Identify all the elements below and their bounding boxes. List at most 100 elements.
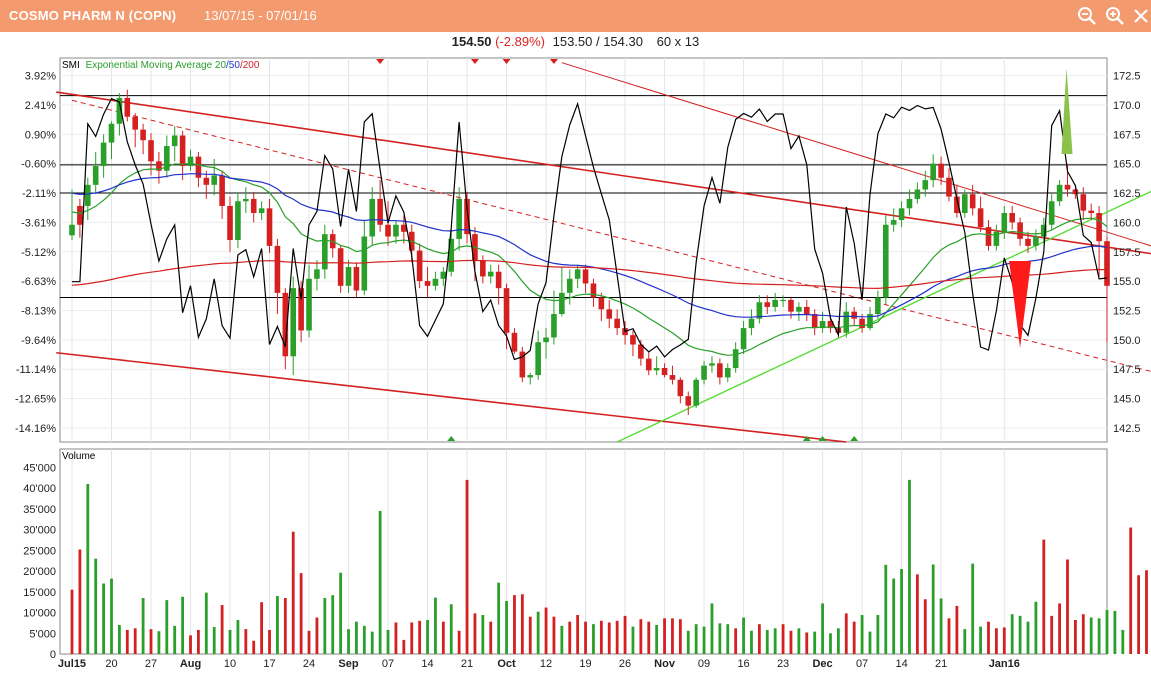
volume-bar[interactable] (726, 624, 730, 654)
volume-bar[interactable] (678, 619, 682, 654)
candle-body[interactable] (211, 175, 218, 185)
close-icon[interactable] (1131, 6, 1151, 26)
candle-body[interactable] (258, 208, 265, 214)
volume-bar[interactable] (876, 615, 880, 654)
candle-body[interactable] (345, 267, 352, 286)
candle-body[interactable] (559, 292, 565, 314)
candle-body[interactable] (393, 224, 399, 237)
ema50-line[interactable] (71, 173, 1108, 318)
candle-body[interactable] (630, 335, 636, 345)
volume-bar[interactable] (647, 621, 651, 654)
candle-body[interactable] (969, 194, 976, 209)
volume-bar[interactable] (513, 595, 516, 654)
candle-body[interactable] (495, 271, 502, 289)
volume-bar[interactable] (1066, 559, 1069, 654)
candle-body[interactable] (511, 332, 518, 352)
volume-bar[interactable] (110, 578, 113, 654)
volume-bar[interactable] (765, 629, 769, 654)
candle-body[interactable] (693, 379, 699, 406)
volume-bar[interactable] (852, 621, 856, 654)
ema20-line[interactable] (71, 162, 1108, 356)
candle-body[interactable] (440, 271, 447, 279)
volume-bar[interactable] (584, 621, 587, 654)
volume-bar[interactable] (931, 564, 935, 654)
candle-body[interactable] (1040, 224, 1047, 237)
candle-body[interactable] (961, 194, 968, 214)
volume-bar[interactable] (939, 598, 943, 654)
candle-body[interactable] (503, 288, 510, 333)
candle-body[interactable] (322, 234, 328, 270)
volume-bar[interactable] (204, 592, 208, 654)
candle-body[interactable] (456, 198, 462, 239)
trendline-upper[interactable] (56, 91, 1151, 256)
candle-body[interactable] (645, 358, 652, 371)
candle-body[interactable] (638, 344, 644, 359)
volume-bar[interactable] (576, 615, 580, 654)
candle-body[interactable] (1033, 236, 1039, 246)
candle-body[interactable] (590, 283, 597, 298)
buy-signal-icon[interactable] (850, 436, 859, 441)
candle-body[interactable] (535, 342, 541, 376)
volume-bar[interactable] (449, 604, 453, 654)
candle-body[interactable] (124, 97, 131, 117)
volume-bar[interactable] (102, 583, 106, 654)
volume-bar[interactable] (457, 630, 461, 654)
volume-bar[interactable] (283, 598, 287, 654)
volume-bar[interactable] (118, 624, 121, 654)
candle-body[interactable] (164, 146, 170, 171)
candle-body[interactable] (732, 349, 739, 369)
volume-bar[interactable] (481, 615, 485, 654)
volume-bar[interactable] (544, 607, 548, 654)
candle-body[interactable] (890, 220, 897, 225)
volume-bar[interactable] (125, 629, 129, 654)
candle-body[interactable] (1088, 210, 1094, 214)
candle-body[interactable] (77, 205, 83, 225)
candle-body[interactable] (353, 267, 360, 291)
candle-body[interactable] (606, 309, 613, 319)
candle-body[interactable] (290, 288, 297, 357)
volume-bar[interactable] (1145, 570, 1148, 654)
candle-body[interactable] (954, 196, 960, 214)
volume-bar[interactable] (528, 616, 532, 654)
volume-bar[interactable] (86, 484, 90, 654)
volume-bar[interactable] (402, 639, 406, 654)
buy-signal-icon[interactable] (802, 436, 811, 441)
candle-body[interactable] (709, 363, 715, 366)
volume-bar[interactable] (1010, 614, 1014, 654)
volume-bar[interactable] (307, 630, 311, 654)
candle-body[interactable] (906, 198, 913, 209)
volume-bar[interactable] (410, 622, 414, 654)
volume-bar[interactable] (963, 629, 967, 654)
volume-bar[interactable] (1137, 575, 1141, 654)
candle-body[interactable] (756, 302, 763, 319)
candle-body[interactable] (369, 198, 376, 237)
candle-body[interactable] (219, 175, 225, 206)
candle-body[interactable] (701, 365, 707, 380)
volume-bar[interactable] (631, 626, 635, 654)
candle-body[interactable] (898, 208, 905, 221)
volume-bar[interactable] (592, 624, 595, 654)
forecast-down-icon[interactable] (1009, 261, 1032, 348)
volume-bar[interactable] (797, 628, 801, 654)
candle-body[interactable] (1064, 184, 1071, 190)
volume-bar[interactable] (394, 622, 398, 654)
volume-bar[interactable] (1050, 615, 1054, 654)
volume-bar[interactable] (821, 603, 824, 654)
volume-bar[interactable] (734, 628, 738, 654)
candle-body[interactable] (243, 198, 249, 202)
candle-body[interactable] (653, 368, 660, 371)
candle-body[interactable] (1017, 222, 1023, 239)
volume-bar[interactable] (520, 594, 524, 654)
volume-bar[interactable] (418, 620, 422, 654)
volume-bar[interactable] (987, 621, 990, 654)
candle-body[interactable] (195, 156, 202, 178)
volume-bar[interactable] (505, 600, 508, 654)
candle-body[interactable] (432, 278, 439, 286)
volume-bar[interactable] (884, 564, 888, 654)
volume-bar[interactable] (836, 628, 840, 654)
volume-bar[interactable] (560, 625, 564, 654)
sell-signal-icon[interactable] (470, 59, 479, 64)
volume-bar[interactable] (1113, 610, 1117, 654)
volume-bar[interactable] (1026, 621, 1030, 654)
